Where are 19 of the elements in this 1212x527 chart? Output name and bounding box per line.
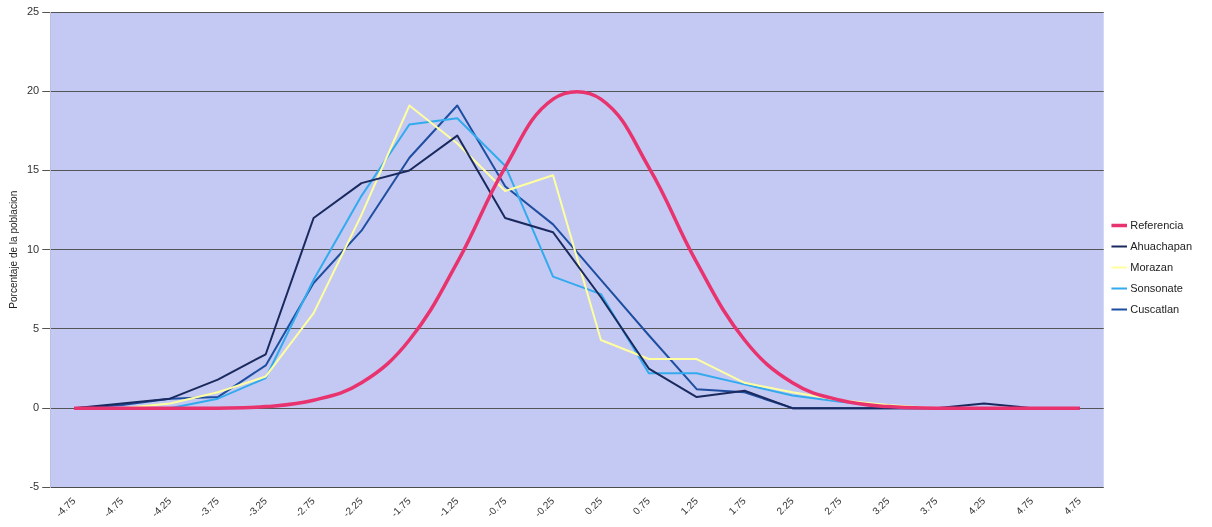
y-tick-label: 25	[26, 5, 40, 18]
y-tick-label: 0	[33, 401, 40, 414]
legend-label: Cuscatlan	[1130, 302, 1180, 315]
legend-label: Sonsonate	[1130, 281, 1183, 294]
x-tick-label: 0.75	[630, 494, 653, 517]
legend-label: Ahuachapan	[1130, 239, 1192, 252]
y-tick-label: -5	[29, 480, 40, 493]
x-tick-label: 4.25	[965, 494, 988, 517]
x-tick-label: 3.25	[870, 494, 892, 517]
x-tick-label: 0.25	[582, 494, 605, 517]
y-tick-label: 5	[33, 321, 40, 334]
y-tick-label: 15	[26, 163, 40, 176]
y-tick-label: 20	[26, 84, 40, 97]
x-tick-label: 4.75	[1013, 494, 1036, 517]
y-tick-label: 10	[26, 242, 40, 255]
legend-label: Referencia	[1130, 218, 1185, 231]
legend-label: Morazan	[1130, 260, 1174, 273]
y-axis-title: Porcentaje de la poblacion	[7, 190, 19, 309]
x-tick-label: 4.75	[1061, 494, 1084, 517]
